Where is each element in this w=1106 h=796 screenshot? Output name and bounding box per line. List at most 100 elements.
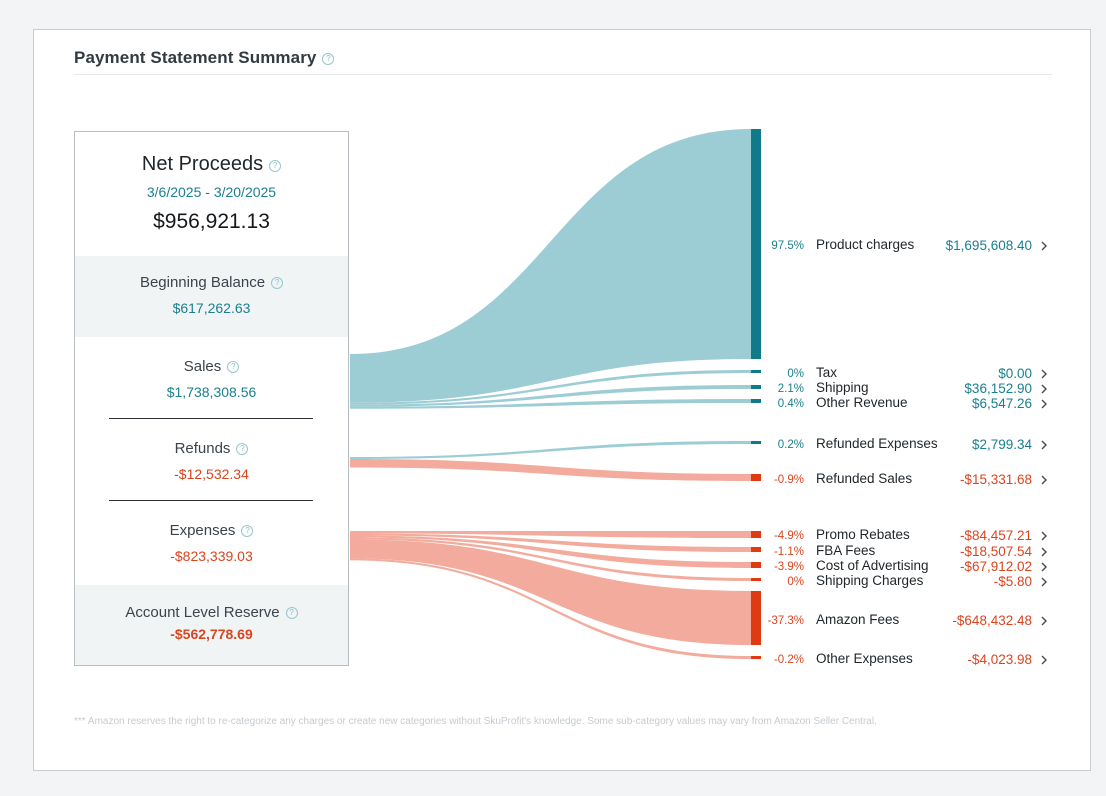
net-proceeds-label: Net Proceeds	[141, 153, 264, 175]
pct-label: -0.9%	[774, 474, 804, 486]
chevron-right-icon[interactable]	[1041, 475, 1047, 485]
divider	[109, 418, 313, 419]
flow-promo-rebates	[350, 531, 751, 538]
category-label: Tax	[816, 365, 837, 380]
pct-label: -0.2%	[774, 654, 804, 666]
category-label: Other Expenses	[816, 651, 913, 666]
chevron-right-icon[interactable]	[1041, 440, 1047, 450]
sales-label: Sales	[183, 358, 222, 375]
pct-label: -1.1%	[774, 546, 804, 558]
category-label: Other Revenue	[816, 395, 908, 410]
flow-other-revenue	[350, 399, 751, 409]
payment-statement-card: Payment Statement Summary? Net Proceeds?…	[33, 29, 1091, 771]
category-label: Product charges	[816, 237, 915, 252]
pct-label: 97.5%	[771, 240, 804, 252]
flow-tax	[350, 370, 751, 405]
category-label: Cost of Advertising	[816, 558, 929, 573]
flow-other-expenses	[350, 558, 751, 659]
sankey-chart: 97.5% Product charges $1,695,608.40 0% Tax $0…	[350, 129, 1047, 667]
flow-amazon-fees	[350, 539, 751, 645]
value-label: -$15,331.68	[960, 472, 1032, 487]
chevron-right-icon[interactable]	[1041, 562, 1047, 572]
help-icon[interactable]: ?	[269, 159, 282, 172]
node-bar-refunded-expenses	[751, 441, 761, 444]
node-bar-other-expenses	[751, 656, 761, 659]
card-header: Payment Statement Summary?	[74, 48, 1052, 75]
node-bar-other-revenue	[751, 399, 761, 403]
chevron-right-icon[interactable]	[1041, 241, 1047, 251]
flow-shipping-charges	[350, 537, 751, 581]
chevron-right-icon[interactable]	[1041, 577, 1047, 587]
pct-label: -37.3%	[768, 615, 804, 627]
pct-label: -4.9%	[774, 530, 804, 542]
help-icon[interactable]: ?	[241, 524, 254, 537]
pct-label: 0.4%	[778, 398, 804, 410]
help-icon[interactable]: ?	[285, 606, 298, 619]
category-label: Refunded Sales	[816, 471, 912, 486]
flow-refunded-expenses	[350, 441, 751, 459]
flow-fba-fees	[350, 533, 751, 552]
divider	[109, 500, 313, 501]
page-title: Payment Statement Summary	[74, 48, 317, 67]
pct-label: -3.9%	[774, 561, 804, 573]
reserve-value: -$562,778.69	[170, 626, 253, 642]
refunds-value: -$12,532.34	[174, 466, 249, 482]
pct-label: 2.1%	[778, 383, 804, 395]
value-label: -$5.80	[994, 574, 1032, 589]
node-bar-product-charges	[751, 129, 761, 359]
chevron-right-icon[interactable]	[1041, 655, 1047, 665]
refunds-label: Refunds	[174, 440, 231, 457]
category-label: Promo Rebates	[816, 527, 910, 542]
chevron-right-icon[interactable]	[1041, 616, 1047, 626]
expenses-value: -$823,339.03	[170, 548, 253, 564]
category-label: FBA Fees	[816, 543, 876, 558]
summary-panel: Net Proceeds? 3/6/2025 - 3/20/2025 $956,…	[74, 131, 349, 666]
chevron-right-icon[interactable]	[1041, 547, 1047, 557]
chevron-right-icon[interactable]	[1041, 369, 1047, 379]
expenses-section: Expenses? -$823,339.03	[75, 501, 348, 585]
value-label: $36,152.90	[964, 381, 1032, 396]
category-label: Refunded Expenses	[816, 436, 938, 451]
node-bar-shipping-charges	[751, 578, 761, 581]
value-label: $2,799.34	[972, 437, 1033, 452]
refunds-section: Refunds? -$12,532.34	[75, 419, 348, 501]
expenses-label: Expenses	[169, 522, 236, 539]
flow-shipping	[350, 385, 751, 407]
chevron-right-icon[interactable]	[1041, 399, 1047, 409]
reserve-section: Account Level Reserve? -$562,778.69	[75, 585, 348, 665]
chevron-right-icon[interactable]	[1041, 384, 1047, 394]
help-icon[interactable]: ?	[236, 442, 249, 455]
date-range: 3/6/2025 - 3/20/2025	[146, 184, 277, 200]
flow-product-charges	[350, 129, 751, 403]
category-label: Amazon Fees	[816, 612, 900, 627]
node-bar-promo-rebates	[751, 531, 761, 538]
value-label: -$84,457.21	[960, 528, 1032, 543]
net-proceeds-value: $956,921.13	[153, 210, 270, 233]
beginning-balance-value: $617,262.63	[172, 300, 251, 316]
category-label: Shipping Charges	[816, 573, 924, 588]
sales-section: Sales? $1,738,308.56	[75, 337, 348, 419]
pct-label: 0%	[787, 368, 804, 380]
value-label: $1,695,608.40	[946, 238, 1032, 253]
category-label: Shipping	[816, 380, 869, 395]
net-proceeds-section: Net Proceeds? 3/6/2025 - 3/20/2025 $956,…	[75, 132, 348, 256]
pct-label: 0.2%	[778, 439, 804, 451]
value-label: -$648,432.48	[952, 613, 1032, 628]
help-icon[interactable]: ?	[322, 52, 335, 65]
node-bar-refunded-sales	[751, 474, 761, 481]
help-icon[interactable]: ?	[227, 360, 240, 373]
beginning-balance-section: Beginning Balance? $617,262.63	[75, 256, 348, 337]
sales-value: $1,738,308.56	[166, 384, 257, 400]
value-label: -$4,023.98	[967, 652, 1032, 667]
node-bar-tax	[751, 370, 761, 373]
flow-refunded-sales	[350, 459, 751, 481]
flow-cost-of-advertising	[350, 535, 751, 568]
reserve-label: Account Level Reserve	[125, 604, 280, 621]
node-bar-cost-of-advertising	[751, 562, 761, 568]
pct-label: 0%	[787, 576, 804, 588]
help-icon[interactable]: ?	[271, 276, 284, 289]
chevron-right-icon[interactable]	[1041, 531, 1047, 541]
value-label: $6,547.26	[972, 396, 1032, 411]
value-label: -$67,912.02	[960, 559, 1032, 574]
beginning-balance-label: Beginning Balance	[139, 274, 266, 291]
